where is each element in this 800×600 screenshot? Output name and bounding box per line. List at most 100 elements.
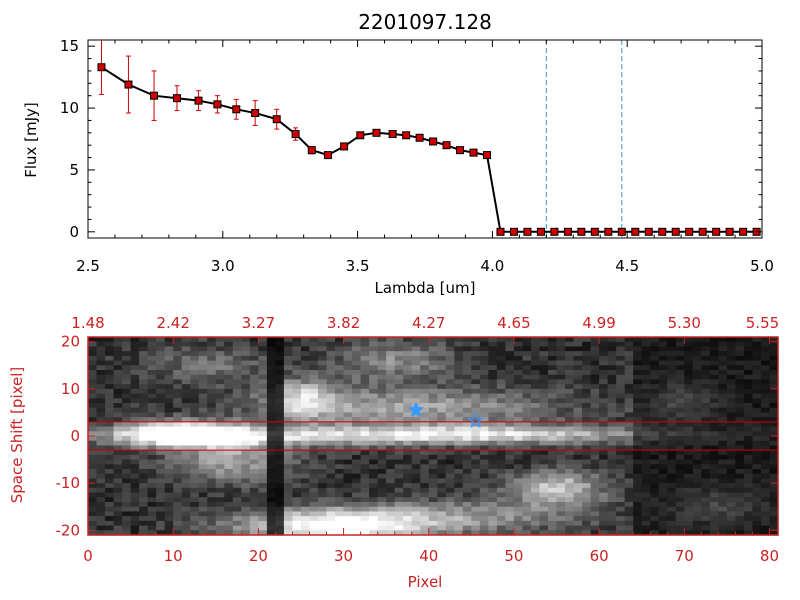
heatmap-cell [454, 421, 464, 428]
heatmap-cell [573, 502, 583, 508]
heatmap-cell [266, 445, 277, 451]
heatmap-cell [692, 431, 702, 437]
heatmap-cell [582, 516, 592, 522]
heatmap-cell [377, 440, 387, 447]
heatmap-cell [726, 459, 737, 465]
heatmap-cell [650, 502, 660, 508]
heatmap-cell [164, 431, 174, 437]
heatmap-cell [352, 469, 362, 475]
heatmap-cell [420, 351, 430, 357]
heatmap-cell [599, 454, 609, 461]
heatmap-cell [96, 511, 106, 517]
heatmap-cell [582, 454, 592, 461]
data-point [232, 105, 241, 114]
heatmap-cell [556, 487, 566, 494]
heatmap-cell [420, 459, 430, 465]
heatmap-cell [735, 497, 745, 503]
heatmap-cell [513, 487, 524, 494]
heatmap-cell [403, 341, 413, 348]
data-point [456, 146, 465, 155]
heatmap-cell [760, 487, 771, 494]
heatmap-cell [769, 384, 779, 390]
heatmap-cell [190, 431, 200, 437]
heatmap-cell [232, 459, 242, 465]
heatmap-cell [607, 351, 617, 357]
heatmap-cell [173, 483, 183, 489]
heatmap-cell [607, 370, 617, 376]
heatmap-cell [505, 492, 515, 498]
heatmap-cell [122, 478, 132, 484]
heatmap-cell [479, 346, 489, 352]
heatmap-cell [496, 454, 507, 461]
heatmap-cell [266, 412, 277, 418]
heatmap-cell [173, 464, 183, 470]
heatmap-cell [122, 388, 132, 395]
heatmap-cell [726, 417, 737, 423]
heatmap-cell [624, 483, 634, 489]
heatmap-cell [181, 346, 191, 352]
heatmap-cell [411, 440, 421, 447]
heatmap-cell [505, 398, 515, 404]
heatmap-cell [249, 511, 259, 517]
heatmap-cell [352, 398, 362, 404]
heatmap-cell [88, 407, 98, 414]
heatmap-cell [684, 516, 694, 522]
heatmap-cell [343, 374, 353, 381]
heatmap-cell [513, 454, 524, 461]
heatmap-cell [471, 360, 481, 366]
heatmap-cell [420, 436, 430, 442]
heatmap-cell [394, 525, 404, 531]
heatmap-cell [769, 355, 779, 362]
heatmap-cell [454, 473, 464, 480]
heatmap-cell [735, 426, 745, 432]
heatmap-cell [343, 436, 353, 442]
heatmap-cell [692, 384, 702, 390]
heatmap-cell [403, 440, 413, 447]
heatmap-cell [462, 421, 472, 428]
heatmap-cell [105, 445, 115, 451]
heatmap-cell [582, 530, 592, 536]
heatmap-cell [633, 360, 643, 366]
heatmap-cell [718, 351, 728, 357]
spectrum-plot-frame [87, 39, 763, 239]
heatmap-cell [369, 421, 379, 428]
heatmap-cell [641, 516, 651, 522]
heatmap-cell [539, 393, 549, 399]
heatmap-cell [207, 337, 217, 343]
heatmap-cell [88, 464, 98, 470]
heatmap-cell [105, 454, 115, 461]
heatmap-cell [624, 431, 634, 437]
heatmap-cell [198, 473, 208, 480]
heatmap-cell [479, 374, 489, 381]
heatmap-cell [164, 492, 174, 498]
heatmap-cell [266, 393, 277, 399]
heatmap-cell [377, 478, 387, 484]
heatmap-cell [266, 407, 277, 414]
heatmap-cell [360, 440, 370, 447]
heatmap-cell [139, 365, 149, 371]
heatmap-cell [232, 516, 242, 522]
heatmap-cell [352, 388, 362, 395]
heatmap-cell [726, 487, 737, 494]
heatmap-cell [215, 530, 225, 536]
heatmap-cell [130, 407, 140, 414]
heatmap-cell [760, 445, 771, 451]
heatmap-cell [692, 478, 702, 484]
heatmap-cell [215, 450, 225, 456]
heatmap-cell [428, 440, 438, 447]
heatmap-cell [241, 388, 251, 395]
heatmap-cell [181, 525, 191, 531]
heatmap-cell [343, 454, 353, 461]
heatmap-cell [88, 440, 98, 447]
heatmap-cell [565, 497, 575, 503]
heatmap-cell [207, 412, 217, 418]
heatmap-cell [590, 525, 600, 531]
heatmap-cell [462, 502, 472, 508]
heatmap-cell [318, 417, 328, 423]
heatmap-cell [420, 502, 430, 508]
heatmap-cell [650, 469, 660, 475]
heatmap-cell [428, 487, 438, 494]
heatmap-cell [156, 502, 166, 508]
heatmap-cell [113, 487, 123, 494]
heatmap-cell [309, 530, 319, 536]
